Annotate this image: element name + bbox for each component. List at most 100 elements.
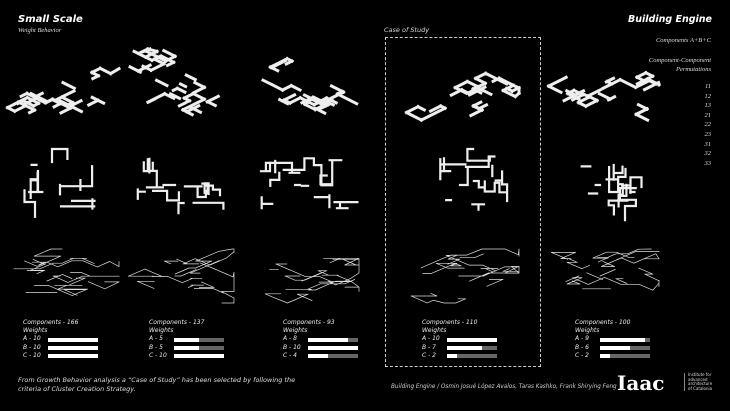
legend-title: Building Engine bbox=[628, 14, 712, 25]
weight-row: B - 10 bbox=[23, 344, 98, 352]
weight-bar-fill bbox=[308, 345, 358, 350]
legend-permutations-title: Component-Component Permutations bbox=[649, 56, 711, 74]
weight-bar bbox=[447, 345, 497, 350]
cluster-axonometric bbox=[260, 56, 359, 116]
cluster-network bbox=[550, 248, 660, 291]
permutation-item: 23 bbox=[704, 130, 712, 138]
weight-row: A - 5 bbox=[149, 335, 224, 343]
iaac-logo: Iaac bbox=[617, 371, 665, 395]
logo-text-line: advanced bbox=[688, 376, 708, 382]
weight-label: B - 7 bbox=[422, 343, 436, 351]
weights-label: Weights bbox=[283, 327, 308, 335]
weight-bar bbox=[447, 353, 497, 358]
weight-label: C - 4 bbox=[283, 351, 297, 359]
weight-bar bbox=[48, 345, 98, 350]
page-title: Small Scale bbox=[18, 14, 83, 25]
weight-row: B - 6 bbox=[575, 344, 650, 352]
weight-label: C - 2 bbox=[422, 351, 436, 359]
weight-bar-fill bbox=[447, 337, 497, 342]
components-count: Components - 137 bbox=[149, 319, 205, 326]
weight-label: B - 5 bbox=[149, 343, 163, 351]
cluster-axonometric bbox=[5, 66, 122, 115]
weight-label: A - 10 bbox=[422, 335, 440, 343]
cluster-plan bbox=[259, 157, 359, 210]
footer-note: From Growth Behavior analysis a “Case of… bbox=[18, 376, 318, 394]
permutation-item: 22 bbox=[704, 121, 712, 129]
page-subtitle: Weight Behavior bbox=[18, 27, 62, 34]
cluster-network bbox=[264, 257, 360, 304]
iaac-logo-text: Institute for advanced architecture of Cata… bbox=[684, 372, 713, 392]
footer-note-line-2: criteria of Cluster Creation Strategy. bbox=[18, 385, 136, 393]
weights-label: Weights bbox=[422, 327, 447, 335]
weight-bar bbox=[447, 337, 497, 342]
weight-bar-fill bbox=[600, 353, 610, 358]
weight-bar-fill bbox=[447, 345, 482, 350]
weight-bar-fill bbox=[447, 353, 457, 358]
permutation-item: 33 bbox=[704, 159, 712, 167]
logo-text-line: architecture bbox=[688, 381, 713, 387]
case-of-study-label: Case of Study bbox=[384, 26, 430, 34]
weight-label: B - 6 bbox=[575, 343, 589, 351]
weight-label: B - 10 bbox=[23, 343, 41, 351]
cluster-axonometric bbox=[546, 70, 662, 123]
weight-bar-fill bbox=[48, 337, 98, 342]
weight-bar bbox=[48, 337, 98, 342]
weight-label: C - 10 bbox=[23, 351, 41, 359]
cluster-plan bbox=[23, 147, 96, 218]
weight-row: A - 8 bbox=[283, 335, 358, 343]
weights-label: Weights bbox=[23, 327, 48, 335]
legend-components: Components A+B+C bbox=[655, 37, 711, 44]
weight-bar bbox=[600, 353, 650, 358]
components-count: Components - 166 bbox=[23, 319, 79, 326]
components-count: Components - 93 bbox=[283, 319, 335, 326]
permutation-item: 21 bbox=[704, 111, 712, 119]
permutations-title-line-2: Permutations bbox=[675, 66, 711, 73]
weight-label: C - 10 bbox=[149, 351, 167, 359]
weight-label: B - 10 bbox=[283, 343, 301, 351]
weight-bar bbox=[48, 353, 98, 358]
components-count: Components - 110 bbox=[422, 319, 478, 326]
weight-label: A - 8 bbox=[283, 335, 297, 343]
footer-note-line-1: From Growth Behavior analysis a “Case of… bbox=[18, 376, 296, 384]
cluster-axonometric bbox=[128, 46, 221, 117]
permutation-item: 12 bbox=[704, 92, 712, 100]
cluster-axonometric bbox=[404, 71, 522, 123]
logo-text-line: Institute for bbox=[688, 372, 712, 377]
weight-row: C - 2 bbox=[422, 352, 497, 360]
weight-bar-fill bbox=[174, 345, 199, 350]
weight-bar-fill bbox=[308, 353, 328, 358]
credits: Building Engine / Osmin Josué López Aval… bbox=[391, 384, 617, 390]
cluster-network bbox=[13, 248, 120, 297]
weight-row: C - 2 bbox=[575, 352, 650, 360]
weight-bar bbox=[174, 337, 224, 342]
weight-row: B - 10 bbox=[283, 344, 358, 352]
column-stats: Components - 166 Weights A - 10 B - 10 C - 1… bbox=[23, 319, 98, 360]
weight-bar bbox=[174, 353, 224, 358]
weight-bar bbox=[308, 337, 358, 342]
permutation-item: 11 bbox=[704, 83, 711, 90]
weight-bar bbox=[308, 345, 358, 350]
cluster-plan bbox=[439, 147, 509, 211]
weight-bar bbox=[174, 345, 224, 350]
weight-label: A - 9 bbox=[575, 335, 589, 343]
weight-bar bbox=[600, 345, 650, 350]
permutations-title-line-1: Component-Component bbox=[648, 57, 711, 64]
cluster-network bbox=[127, 248, 235, 304]
cluster-plan bbox=[136, 157, 225, 215]
cluster-plan bbox=[580, 163, 643, 222]
weight-bar bbox=[308, 353, 358, 358]
weight-row: A - 9 bbox=[575, 335, 650, 343]
weight-bar bbox=[600, 337, 650, 342]
weight-row: C - 4 bbox=[283, 352, 358, 360]
weight-bar-fill bbox=[600, 337, 645, 342]
weight-row: C - 10 bbox=[149, 352, 224, 360]
case-of-study-frame bbox=[385, 37, 541, 367]
weights-label: Weights bbox=[149, 327, 174, 335]
cluster-network bbox=[410, 248, 520, 304]
weight-row: A - 10 bbox=[422, 335, 497, 343]
permutation-item: 13 bbox=[704, 102, 712, 110]
